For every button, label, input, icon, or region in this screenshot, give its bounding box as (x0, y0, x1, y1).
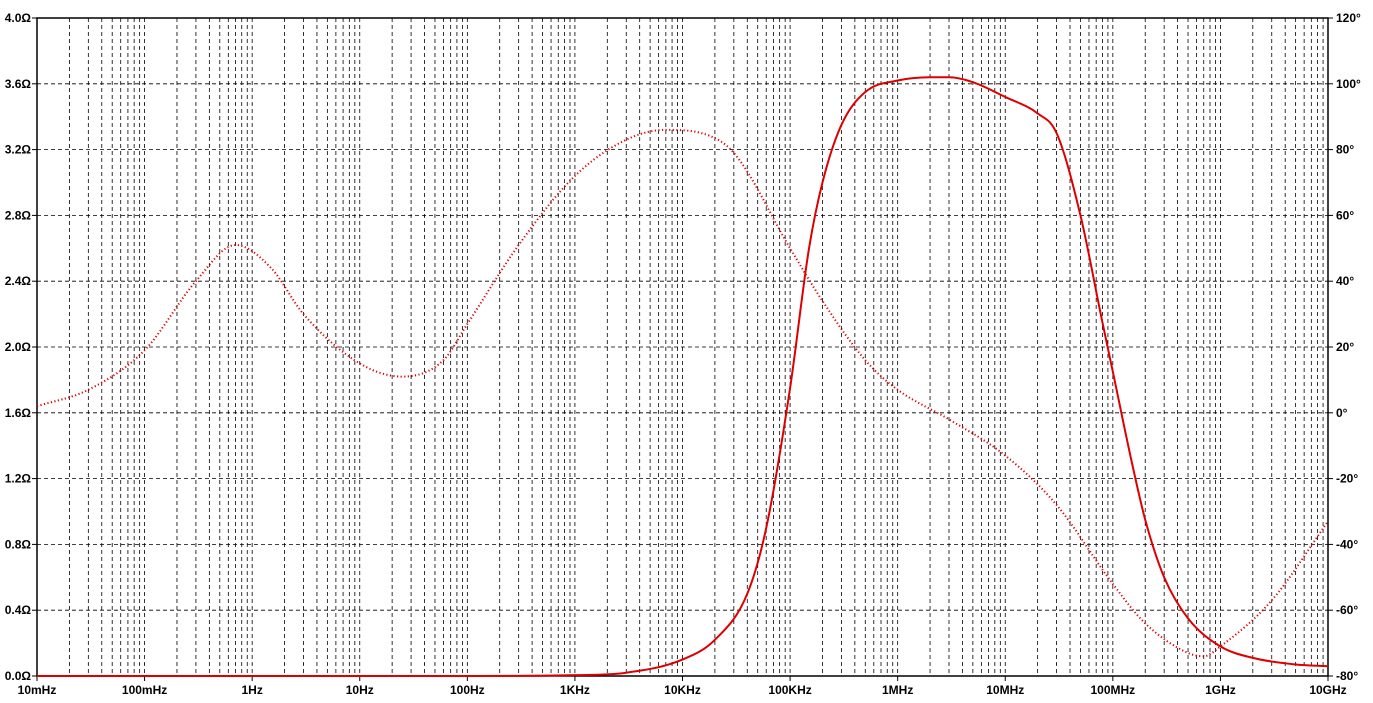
x-tick-label: 1Hz (241, 683, 262, 697)
x-tick-label: 100MHz (1090, 683, 1135, 697)
left-tick-label: 3.6Ω (5, 77, 32, 91)
x-tick-label: 1MHz (882, 683, 913, 697)
x-tick-label: 1GHz (1205, 683, 1236, 697)
left-tick-label: 2.4Ω (5, 274, 32, 288)
left-axis-ticks: 0.0Ω 0.4Ω 0.8Ω 1.2Ω 1.6Ω 2.0Ω 2.4Ω 2.8Ω 3.2Ω 3.6Ω… (5, 11, 37, 683)
left-tick-label: 1.6Ω (5, 406, 32, 420)
x-tick-label: 10MHz (986, 683, 1024, 697)
grid-lines (37, 18, 1328, 676)
right-tick-label: 40° (1336, 274, 1354, 288)
x-tick-label: 10mHz (18, 683, 57, 697)
x-tick-label: 10KHz (664, 683, 701, 697)
right-tick-label: 80° (1336, 143, 1354, 157)
right-tick-label: -20° (1336, 472, 1358, 486)
right-tick-label: -80° (1336, 669, 1358, 683)
x-tick-label: 100KHz (768, 683, 811, 697)
impedance-magnitude-line (36, 76, 1329, 678)
right-tick-label: -60° (1336, 603, 1358, 617)
left-tick-label: 0.4Ω (5, 603, 32, 617)
x-tick-label: 100Hz (450, 683, 485, 697)
right-tick-label: -40° (1336, 537, 1358, 551)
left-tick-label: 0.0Ω (5, 669, 32, 683)
x-axis-ticks: 10mHz 100mHz 1Hz 10Hz 100Hz 1KHz 10KHz 100KHz 1M… (18, 676, 1347, 697)
left-tick-label: 2.0Ω (5, 340, 32, 354)
x-tick-label: 10GHz (1309, 683, 1346, 697)
x-tick-label: 100mHz (122, 683, 167, 697)
impedance-phase-line (36, 128, 1329, 658)
left-tick-label: 1.2Ω (5, 472, 32, 486)
right-tick-label: 100° (1336, 77, 1361, 91)
right-tick-label: 60° (1336, 208, 1354, 222)
x-tick-label: 10Hz (346, 683, 374, 697)
x-tick-label: 1KHz (560, 683, 590, 697)
right-axis-ticks: -80° -60° -40° -20° 0° 20° 40° 60° 80° 100° 120° (1328, 11, 1361, 683)
left-tick-label: 4.0Ω (5, 11, 32, 25)
left-tick-label: 2.8Ω (5, 208, 32, 222)
left-tick-label: 0.8Ω (5, 537, 32, 551)
right-tick-label: 0° (1336, 406, 1348, 420)
right-tick-label: 120° (1336, 11, 1361, 25)
left-tick-label: 3.2Ω (5, 143, 32, 157)
right-tick-label: 20° (1336, 340, 1354, 354)
